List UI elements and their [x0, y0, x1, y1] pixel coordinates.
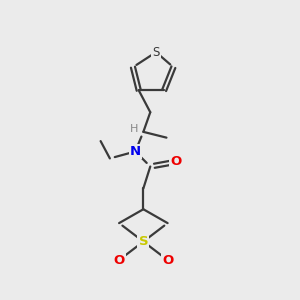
Text: O: O — [170, 155, 181, 168]
Text: N: N — [130, 145, 141, 158]
Text: S: S — [139, 235, 148, 248]
Text: S: S — [152, 46, 160, 59]
Text: H: H — [130, 124, 138, 134]
Text: O: O — [113, 254, 125, 267]
Text: O: O — [162, 254, 173, 267]
